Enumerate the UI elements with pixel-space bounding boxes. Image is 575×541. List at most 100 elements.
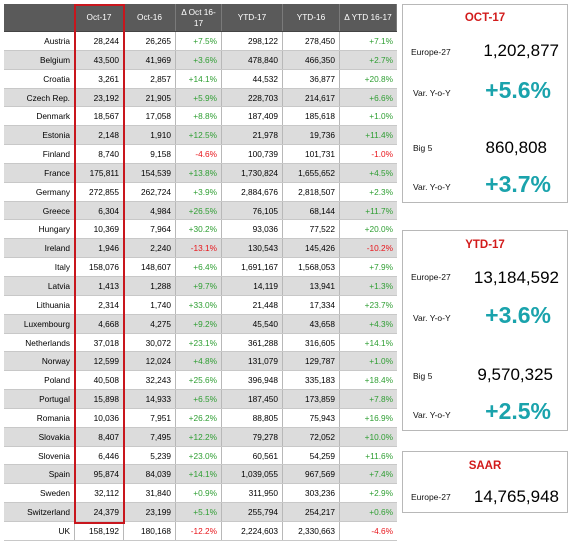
country-cell: Sweden [4, 484, 75, 503]
delta-oct-cell: +4.8% [176, 352, 222, 371]
oct-17-summary-panel: OCT-17 Europe-27 1,202,877 Var. Y-o-Y +5… [402, 4, 568, 203]
ytd-17-cell: 93,036 [222, 220, 283, 239]
oct-16-cell: 12,024 [124, 352, 176, 371]
oct-16-cell: 84,039 [124, 465, 176, 484]
table-row: Slovenia 6,446 5,239 +23.0% 60,561 54,259 +11.… [4, 446, 397, 466]
ytd-16-cell: 77,522 [283, 220, 340, 239]
table-row: Estonia 2,148 1,910 +12.5% 21,978 19,736 +11.4… [4, 126, 397, 146]
delta-oct-cell: -4.6% [176, 145, 222, 163]
panel-title: OCT-17 [464, 12, 506, 24]
delta-ytd-cell: +2.9% [369, 488, 393, 499]
delta-ytd-cell: +18.4% [364, 375, 393, 386]
oct-17-cell: 28,244 [75, 32, 124, 50]
ytd-16-cell: 303,236 [283, 484, 340, 503]
oct-17-cell: 10,369 [75, 220, 124, 239]
delta-ytd-cell: +2.7% [369, 54, 393, 65]
delta-oct-cell: +0.9% [176, 484, 222, 503]
ytd-17-cell: 361,288 [222, 333, 283, 352]
country-cell: Finland [4, 145, 75, 163]
table-row: Spain 95,874 84,039 +14.1% 1,039,055 967,569 +… [4, 465, 397, 485]
country-cell: Denmark [4, 107, 75, 126]
table-row: Portugal 15,898 14,933 +6.5% 187,450 173,859 +… [4, 390, 397, 409]
oct-17-cell: 95,874 [75, 465, 124, 484]
ytd-16-cell: 2,330,663 [283, 521, 340, 540]
oct-17-cell: 4,668 [75, 314, 124, 333]
oct-16-cell: 32,243 [124, 371, 176, 390]
oct-17-cell: 158,076 [75, 258, 124, 276]
header-oct-17: Oct-17 [75, 4, 124, 31]
saar-summary-panel: SAAR Europe-27 14,765,948 [402, 451, 568, 513]
registrations-table: Oct-17 Oct-16 Δ Oct 16-17 YTD-17 YTD-16 … [4, 4, 397, 541]
ytd-17-cell: 228,703 [222, 88, 283, 107]
oct-16-cell: 180,168 [124, 521, 176, 540]
ytd-16-cell: 185,618 [283, 107, 340, 126]
ytd-16-cell: 1,655,652 [283, 163, 340, 182]
oct-17-cell: 32,112 [75, 484, 124, 503]
country-cell: Latvia [4, 276, 75, 295]
europe-27-var-value: +5.6% [485, 77, 551, 103]
delta-oct-cell: +3.6% [176, 50, 222, 69]
oct-17-cell: 3,261 [75, 69, 124, 88]
country-cell: Norway [4, 352, 75, 371]
country-cell: Spain [4, 465, 75, 484]
oct-16-cell: 2,240 [124, 239, 176, 258]
ytd-16-cell: 173,859 [283, 390, 340, 408]
header-delta-ytd: Δ YTD 16-17 [340, 4, 397, 31]
table-row: Belgium 43,500 41,969 +3.6% 478,840 466,350 +2… [4, 50, 397, 70]
oct-16-cell: 21,905 [124, 88, 176, 107]
delta-ytd-cell: +1.0% [369, 111, 393, 122]
header-ytd-17: YTD-17 [222, 4, 283, 31]
big-5-var-value: +2.5% [485, 398, 551, 424]
ytd-17-cell: 60,561 [222, 446, 283, 465]
table-row: UK 158,192 180,168 -12.2% 2,224,603 2,330,663… [4, 521, 397, 541]
delta-ytd-cell: +4.5% [369, 167, 393, 178]
delta-ytd-cell: +4.3% [369, 318, 393, 329]
delta-oct-cell: -13.1% [176, 239, 222, 258]
country-cell: Estonia [4, 126, 75, 145]
oct-17-cell: 37,018 [75, 333, 124, 352]
country-cell: Romania [4, 408, 75, 427]
ytd-17-cell: 45,540 [222, 314, 283, 333]
table-row: Norway 12,599 12,024 +4.8% 131,079 129,787 +1.… [4, 352, 397, 372]
country-cell: Czech Rep. [4, 88, 75, 107]
delta-ytd-cell: -1.0% [371, 149, 393, 160]
delta-ytd-cell: +0.6% [369, 507, 393, 518]
table-row: Switzerland 24,379 23,199 +5.1% 255,794 254,2… [4, 503, 397, 522]
oct-17-cell: 43,500 [75, 50, 124, 69]
ytd-17-cell: 14,119 [222, 276, 283, 295]
country-cell: Austria [4, 32, 75, 50]
delta-ytd-cell: +2.3% [369, 186, 393, 197]
ytd-17-cell: 396,948 [222, 371, 283, 390]
delta-oct-cell: +25.6% [176, 371, 222, 390]
ytd-16-cell: 54,259 [283, 446, 340, 465]
delta-ytd-cell: +7.1% [369, 36, 393, 46]
delta-oct-cell: +13.8% [176, 163, 222, 182]
ytd-16-cell: 19,736 [283, 126, 340, 145]
ytd-17-cell: 311,950 [222, 484, 283, 503]
ytd-16-cell: 43,658 [283, 314, 340, 333]
delta-ytd-cell: -10.2% [366, 243, 393, 254]
oct-16-cell: 26,265 [124, 32, 176, 50]
table-row: Slovakia 8,407 7,495 +12.2% 79,278 72,052 +10.… [4, 427, 397, 447]
delta-ytd-cell: +20.0% [364, 224, 393, 235]
country-cell: Lithuania [4, 295, 75, 314]
big-5-value: 9,570,325 [477, 365, 553, 384]
ytd-16-cell: 2,818,507 [283, 182, 340, 201]
table-row: Netherlands 37,018 30,072 +23.1% 361,288 316,… [4, 333, 397, 353]
delta-ytd-cell: +16.9% [364, 412, 393, 423]
ytd-17-cell: 131,079 [222, 352, 283, 371]
delta-ytd-cell: +11.6% [365, 450, 393, 461]
country-cell: Hungary [4, 220, 75, 239]
delta-ytd-cell: +20.8% [364, 73, 393, 84]
oct-16-cell: 23,199 [124, 503, 176, 521]
header-ytd-16: YTD-16 [283, 4, 340, 31]
table-row: Czech Rep. 23,192 21,905 +5.9% 228,703 214,61… [4, 88, 397, 108]
oct-17-cell: 1,413 [75, 276, 124, 295]
table-row: Sweden 32,112 31,840 +0.9% 311,950 303,236 +2.… [4, 484, 397, 504]
delta-oct-cell: +14.1% [176, 465, 222, 484]
oct-16-cell: 262,724 [124, 182, 176, 201]
oct-17-cell: 2,148 [75, 126, 124, 145]
ytd-16-cell: 129,787 [283, 352, 340, 371]
delta-oct-cell: +30.2% [176, 220, 222, 239]
oct-16-cell: 4,275 [124, 314, 176, 333]
